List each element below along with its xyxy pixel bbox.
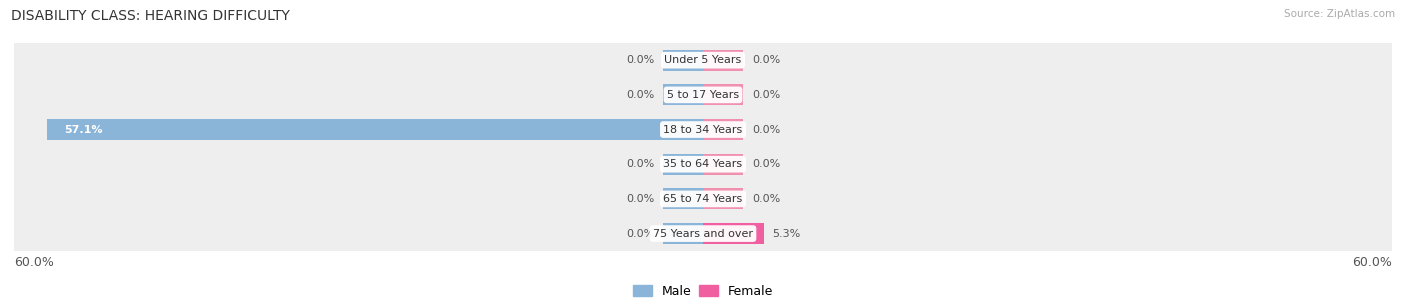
Bar xyxy=(703,50,744,71)
Text: 0.0%: 0.0% xyxy=(752,194,780,204)
Bar xyxy=(14,112,1392,147)
Text: 0.0%: 0.0% xyxy=(626,90,654,100)
Text: 0.0%: 0.0% xyxy=(626,194,654,204)
Text: 65 to 74 Years: 65 to 74 Years xyxy=(664,194,742,204)
Text: 0.0%: 0.0% xyxy=(752,90,780,100)
Bar xyxy=(662,223,703,244)
Text: 0.0%: 0.0% xyxy=(626,159,654,169)
Bar xyxy=(14,147,1392,182)
Bar xyxy=(703,188,744,209)
Text: Source: ZipAtlas.com: Source: ZipAtlas.com xyxy=(1284,9,1395,19)
Text: Under 5 Years: Under 5 Years xyxy=(665,55,741,65)
Bar xyxy=(662,50,703,71)
Text: 60.0%: 60.0% xyxy=(14,256,53,269)
Bar xyxy=(14,43,1392,78)
Bar xyxy=(703,154,744,175)
Text: 0.0%: 0.0% xyxy=(626,229,654,239)
Text: 5.3%: 5.3% xyxy=(772,229,801,239)
Bar xyxy=(703,223,763,244)
Text: 35 to 64 Years: 35 to 64 Years xyxy=(664,159,742,169)
Text: 0.0%: 0.0% xyxy=(626,55,654,65)
Bar xyxy=(48,119,703,140)
Bar xyxy=(703,119,744,140)
Text: 60.0%: 60.0% xyxy=(1353,256,1392,269)
Legend: Male, Female: Male, Female xyxy=(628,280,778,303)
Text: 0.0%: 0.0% xyxy=(752,55,780,65)
Text: 18 to 34 Years: 18 to 34 Years xyxy=(664,125,742,135)
Bar xyxy=(662,188,703,209)
Text: 0.0%: 0.0% xyxy=(752,125,780,135)
Bar xyxy=(662,84,703,105)
Text: 75 Years and over: 75 Years and over xyxy=(652,229,754,239)
Bar xyxy=(14,181,1392,217)
Bar xyxy=(14,216,1392,251)
Text: 0.0%: 0.0% xyxy=(752,159,780,169)
Bar xyxy=(662,154,703,175)
Text: DISABILITY CLASS: HEARING DIFFICULTY: DISABILITY CLASS: HEARING DIFFICULTY xyxy=(11,9,290,23)
Bar xyxy=(14,77,1392,113)
Text: 5 to 17 Years: 5 to 17 Years xyxy=(666,90,740,100)
Bar xyxy=(703,84,744,105)
Text: 57.1%: 57.1% xyxy=(65,125,103,135)
